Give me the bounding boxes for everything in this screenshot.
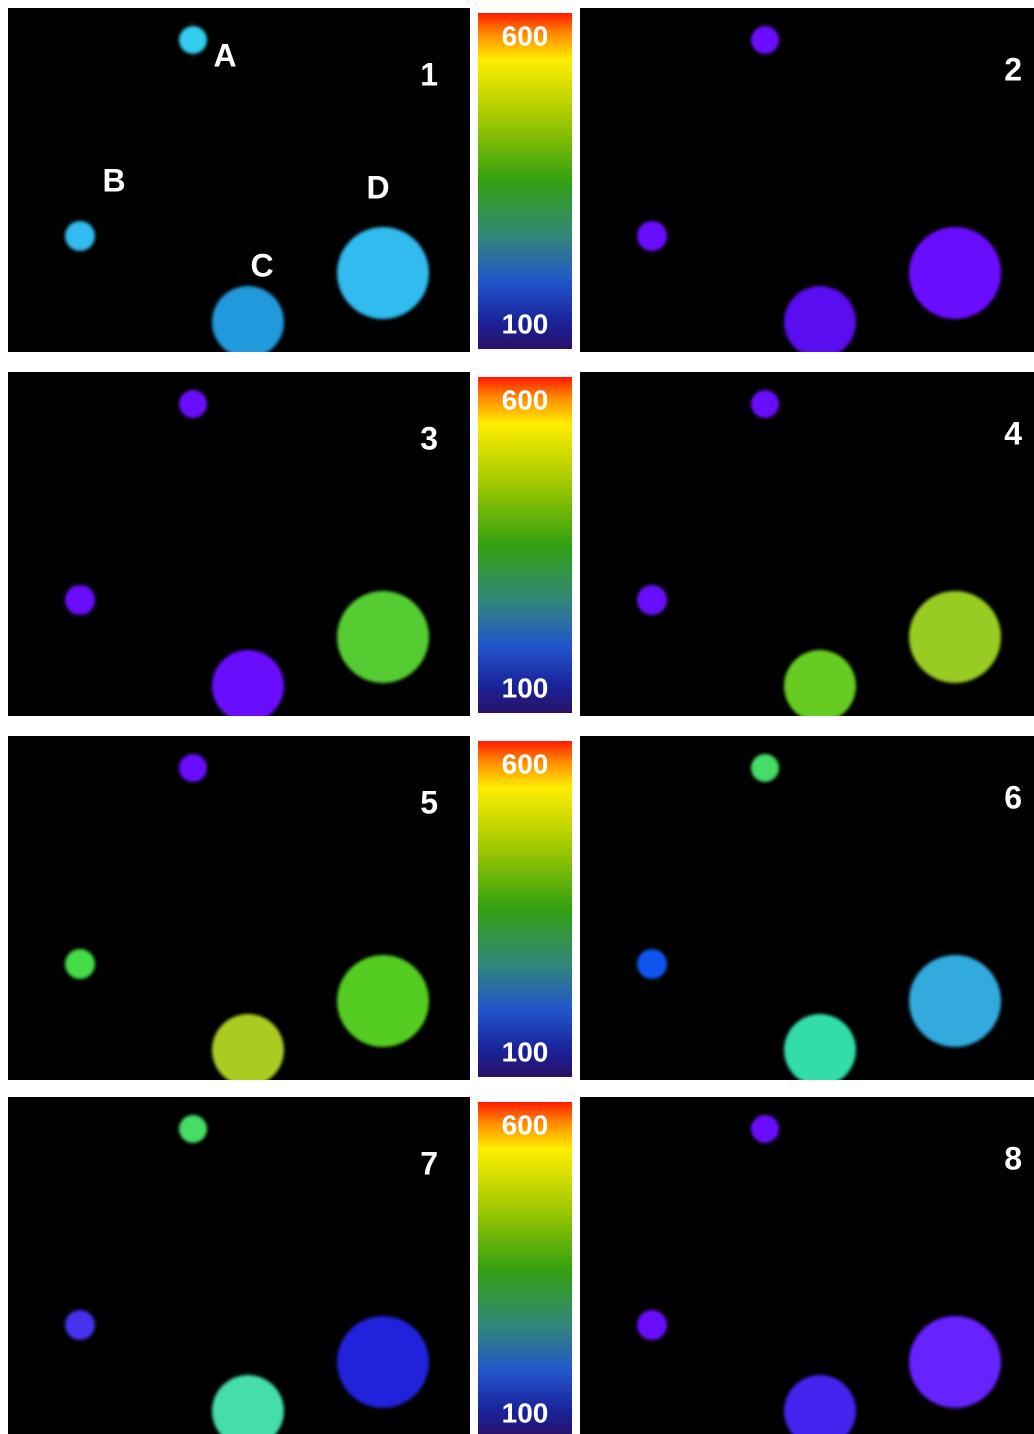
cell <box>909 227 1001 319</box>
colorbar <box>478 377 572 713</box>
cell <box>751 390 779 418</box>
cell <box>784 650 856 716</box>
cell <box>212 1375 284 1434</box>
panel-number: 3 <box>420 420 438 456</box>
cell <box>337 227 429 319</box>
cell <box>65 949 95 979</box>
cell <box>909 591 1001 683</box>
colorbar-max-label: 600 <box>502 384 549 415</box>
colorbar-min-label: 100 <box>502 308 549 339</box>
cell <box>212 286 284 352</box>
colorbar <box>478 1102 572 1434</box>
panel-number: 8 <box>1004 1140 1022 1176</box>
panel-number: 6 <box>1004 779 1022 815</box>
cell <box>784 286 856 352</box>
panel-number: 4 <box>1004 415 1022 451</box>
image-panel: 4 <box>580 372 1034 716</box>
cell <box>179 1115 207 1143</box>
colorbar-max-label: 600 <box>502 1109 549 1140</box>
colorbar <box>478 741 572 1077</box>
image-panel: 8 <box>580 1097 1034 1434</box>
cell <box>65 585 95 615</box>
cell <box>179 26 207 54</box>
cell <box>179 754 207 782</box>
cell <box>212 1014 284 1080</box>
cell <box>637 949 667 979</box>
panel-number: 7 <box>420 1145 438 1181</box>
cell <box>751 754 779 782</box>
cell <box>65 221 95 251</box>
image-panel: 7 <box>8 1097 470 1434</box>
colorbar-max-label: 600 <box>502 748 549 779</box>
cell <box>784 1375 856 1434</box>
colorbar <box>478 13 572 349</box>
colorbar-min-label: 100 <box>502 1397 549 1428</box>
image-panel: 1 A B C D <box>8 8 470 352</box>
panel-number: 5 <box>420 784 438 820</box>
panel-number: 2 <box>1004 51 1022 87</box>
spot-label: A <box>213 37 236 73</box>
image-panel: 5 <box>8 736 470 1080</box>
cell <box>637 221 667 251</box>
image-panel: 3 <box>8 372 470 716</box>
cell <box>784 1014 856 1080</box>
colorbar-max-label: 600 <box>502 20 549 51</box>
cell <box>212 650 284 716</box>
cell <box>337 591 429 683</box>
cell <box>179 390 207 418</box>
colorbar-min-label: 100 <box>502 672 549 703</box>
cell <box>909 955 1001 1047</box>
cell <box>337 1316 429 1408</box>
cell <box>65 1310 95 1340</box>
spot-label: C <box>250 247 273 283</box>
panel-number: 1 <box>420 56 438 92</box>
image-panel: 2 <box>580 8 1034 352</box>
colorbar-min-label: 100 <box>502 1036 549 1067</box>
cell <box>909 1316 1001 1408</box>
spot-label: D <box>366 169 389 205</box>
cell <box>637 585 667 615</box>
cell <box>637 1310 667 1340</box>
cell <box>751 1115 779 1143</box>
cell <box>337 955 429 1047</box>
spot-label: B <box>102 162 125 198</box>
cell <box>751 26 779 54</box>
image-panel: 6 <box>580 736 1034 1080</box>
